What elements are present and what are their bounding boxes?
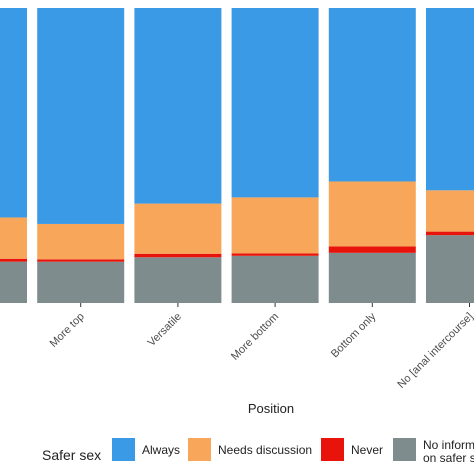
x-axis: More top Versatile More bottom Bottom only N…	[48, 303, 474, 391]
bar-5-series-2	[426, 190, 474, 232]
bar-0-series-3	[0, 8, 27, 218]
x-axis-title: Position	[248, 401, 294, 416]
bar-2-series-2	[134, 203, 222, 254]
bar-0-series-1	[0, 258, 27, 262]
bar-3-series-3	[231, 8, 319, 198]
bar-5-series-3	[426, 8, 474, 191]
legend-label-0: Always	[142, 443, 180, 457]
bar-1-series-0	[37, 261, 125, 303]
bar-4-series-2	[328, 181, 416, 247]
bar-4-series-3	[328, 8, 416, 182]
x-tick-label-5: No [anal intercourse]	[395, 311, 474, 391]
legend-title: Safer sex	[42, 447, 101, 463]
x-tick-label-2: Versatile	[146, 311, 184, 349]
legend-label-3: No information	[423, 438, 474, 452]
bar-2-series-3	[134, 8, 222, 204]
bar-1-series-2	[37, 223, 125, 260]
bar-1-series-1	[37, 259, 125, 262]
bars-layer	[0, 8, 474, 303]
bar-4-series-0	[328, 252, 416, 303]
legend: Safer sex Always Needs discussion Never No …	[42, 438, 474, 465]
bar-3-series-0	[231, 255, 319, 303]
bar-0-series-0	[0, 261, 27, 303]
legend-label-3-line2: on safer sex	[423, 451, 474, 465]
bar-2-series-0	[134, 257, 222, 303]
x-tick-label-3: More bottom	[229, 311, 281, 363]
bar-5-series-0	[426, 235, 474, 303]
bar-1-series-3	[37, 8, 125, 224]
bar-3-series-2	[231, 197, 319, 254]
x-tick-label-4: Bottom only	[329, 310, 379, 360]
bar-5-series-1	[426, 231, 474, 236]
legend-key-0	[112, 438, 135, 461]
x-tick-label-1: More top	[48, 311, 87, 350]
legend-key-3	[393, 438, 416, 461]
bar-0-series-2	[0, 217, 27, 259]
legend-key-2	[321, 438, 344, 461]
legend-label-1: Needs discussion	[218, 443, 312, 457]
legend-label-2: Never	[351, 443, 383, 457]
bar-2-series-1	[134, 253, 222, 258]
bar-3-series-1	[231, 253, 319, 256]
bar-4-series-1	[328, 246, 416, 253]
legend-key-1	[188, 438, 211, 461]
